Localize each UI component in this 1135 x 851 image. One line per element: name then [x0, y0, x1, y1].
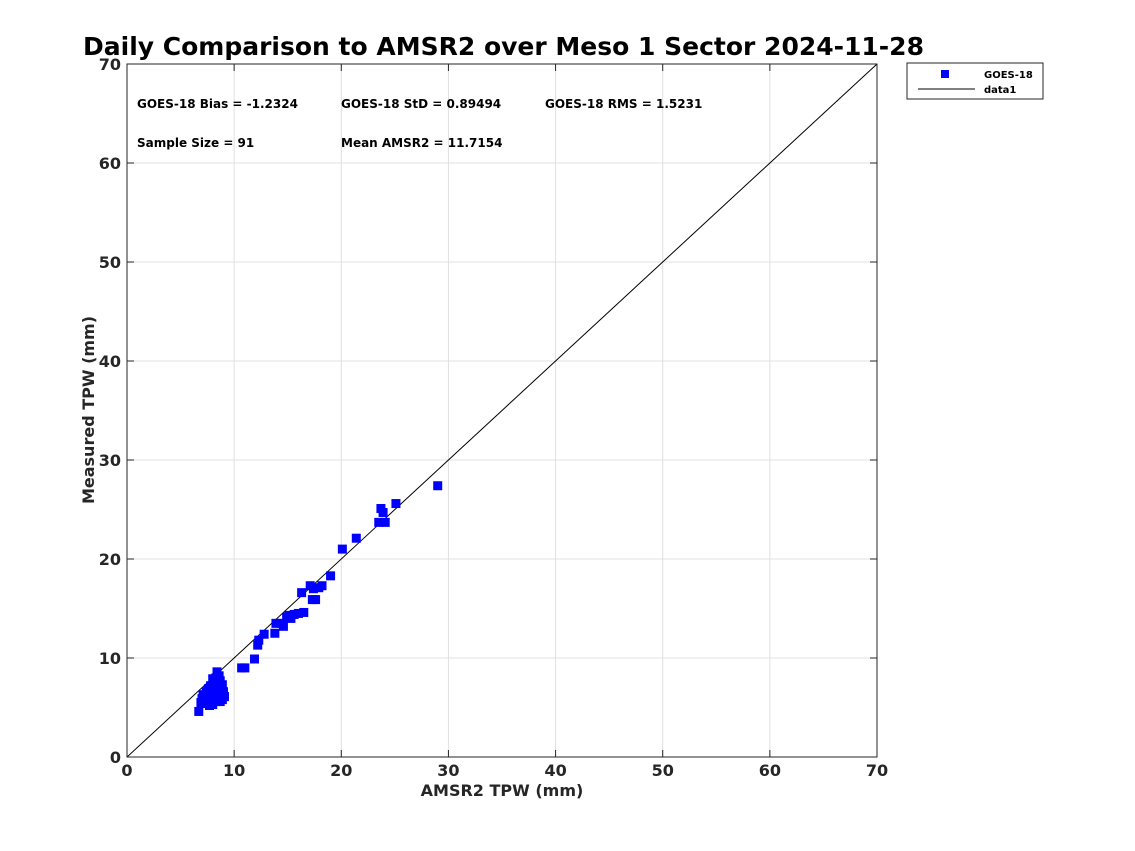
- x-tick-label: 40: [544, 761, 566, 780]
- y-tick-label: 50: [99, 253, 121, 272]
- scatter-point: [209, 696, 219, 706]
- grid-lines: [127, 64, 877, 757]
- stat-sample-size: Sample Size = 91: [137, 136, 254, 150]
- scatter-point: [293, 608, 303, 618]
- scatter-point: [378, 507, 388, 517]
- x-tick-label: 20: [330, 761, 352, 780]
- scatter-point: [253, 640, 263, 650]
- scatter-point: [374, 517, 384, 527]
- reference-line-data1: [126, 63, 878, 758]
- scatter-point: [351, 533, 361, 543]
- scatter-point: [326, 571, 336, 581]
- statistics-annotations: GOES-18 Bias = -1.2324 GOES-18 StD = 0.8…: [137, 97, 702, 150]
- y-tick-label: 30: [99, 451, 121, 470]
- scatter-point: [254, 635, 264, 645]
- y-tick-label: 70: [99, 55, 121, 74]
- x-tick-label: 60: [759, 761, 781, 780]
- scatter-point: [218, 687, 228, 697]
- axis-ticks: 0 10 20 30 40 50 60 70 0 10 20 30 40 50 60 70: [99, 55, 888, 780]
- scatter-point: [240, 663, 250, 673]
- stat-std: GOES-18 StD = 0.89494: [341, 97, 501, 111]
- y-tick-label: 60: [99, 154, 121, 173]
- legend-label-goes18: GOES-18: [984, 70, 1033, 81]
- scatter-markers: [194, 481, 443, 716]
- stat-rms: GOES-18 RMS = 1.5231: [545, 97, 702, 111]
- scatter-point: [220, 692, 229, 702]
- y-axis-label: Measured TPW (mm): [79, 316, 98, 504]
- scatter-point: [311, 595, 321, 605]
- stat-mean-amsr2: Mean AMSR2 = 11.7154: [341, 136, 502, 150]
- scatter-point: [271, 618, 281, 628]
- stat-bias: GOES-18 Bias = -1.2324: [137, 97, 298, 111]
- scatter-point: [380, 517, 390, 527]
- scatter-point: [270, 628, 280, 638]
- scatter-point: [259, 629, 269, 639]
- chart-title: Daily Comparison to AMSR2 over Meso 1 Se…: [83, 32, 924, 61]
- scatter-point: [299, 607, 309, 617]
- scatter-point: [194, 706, 204, 716]
- y-tick-label: 0: [110, 748, 121, 767]
- scatter-point: [206, 687, 216, 697]
- y-tick-label: 40: [99, 352, 121, 371]
- scatter-point: [308, 584, 318, 594]
- x-tick-label: 10: [223, 761, 245, 780]
- legend-label-data1: data1: [984, 85, 1016, 96]
- legend: GOES-18 data1: [906, 62, 1044, 100]
- scatter-point: [250, 654, 259, 664]
- scatter-point: [215, 697, 225, 707]
- scatter-point: [317, 581, 327, 591]
- x-tick-label: 0: [121, 761, 132, 780]
- x-tick-label: 70: [866, 761, 888, 780]
- scatter-point: [278, 621, 288, 631]
- x-tick-label: 50: [652, 761, 674, 780]
- plot-frame: [126, 63, 878, 758]
- y-tick-label: 10: [99, 649, 121, 668]
- scatter-point: [217, 680, 227, 690]
- scatter-point: [213, 690, 223, 700]
- x-tick-label: 30: [437, 761, 459, 780]
- legend-marker-goes18: [941, 70, 949, 78]
- scatter-point: [211, 673, 221, 683]
- reference-line-layer: [126, 63, 878, 758]
- legend-box: [906, 62, 1044, 100]
- y-tick-label: 20: [99, 550, 121, 569]
- scatter-point: [433, 481, 443, 491]
- scatter-point: [337, 544, 347, 554]
- scatter-point: [391, 499, 401, 509]
- x-axis-label: AMSR2 TPW (mm): [421, 781, 584, 800]
- scatter-point: [297, 588, 307, 598]
